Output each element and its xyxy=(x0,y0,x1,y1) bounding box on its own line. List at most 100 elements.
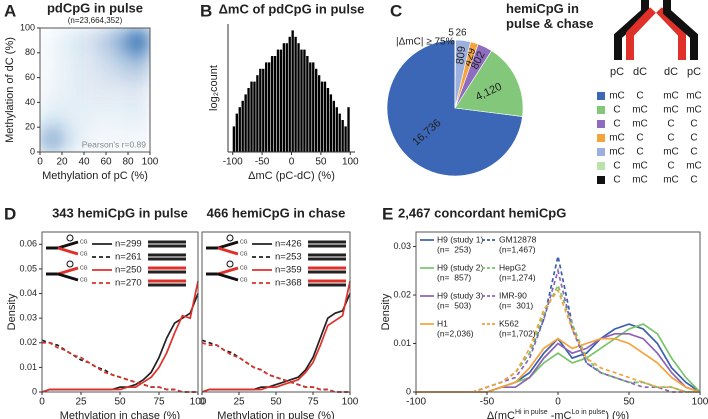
y-tick-label: 0.05 xyxy=(19,263,37,273)
histogram-bar xyxy=(256,75,259,152)
x-tick-label: 0 xyxy=(39,397,45,408)
legend-label: n=253 xyxy=(275,252,302,263)
x-tick-label: 20 xyxy=(56,157,68,168)
legend-n: (n= 301) xyxy=(499,300,533,310)
histogram-bar xyxy=(341,120,344,152)
histogram-bar xyxy=(288,36,291,152)
histogram-bar xyxy=(317,75,321,152)
legend-label: mC xyxy=(686,105,702,116)
legend-label: mC xyxy=(609,91,625,102)
y-tick-label: 0.01 xyxy=(19,362,37,372)
histogram-bar xyxy=(315,68,318,152)
chart-title: 2,467 concordant hemiCpG xyxy=(398,205,566,220)
x-tick-label: 50 xyxy=(114,397,126,408)
histogram-bar xyxy=(320,81,324,152)
strand-label: dC xyxy=(633,66,647,78)
heatmap-cell xyxy=(62,127,85,152)
legend-label: GM12878 xyxy=(499,234,537,244)
heatmap-cells xyxy=(40,28,150,152)
line-series xyxy=(416,288,700,393)
legend-label: mC xyxy=(609,147,625,158)
x-tick-label: 25 xyxy=(75,397,87,408)
legend-label: C xyxy=(667,133,674,144)
histogram-bar xyxy=(270,56,274,152)
legend-label: n=426 xyxy=(275,239,302,250)
x-tick-label: 80 xyxy=(122,157,134,168)
x-tick-label: -50 xyxy=(255,157,270,168)
heatmap-cell xyxy=(128,28,150,54)
y-axis-label: Density xyxy=(380,293,392,330)
legend-label: mC xyxy=(663,175,679,186)
panel-letter: B xyxy=(200,1,212,20)
histogram-bar xyxy=(276,49,280,152)
x-axis-label-part: -mC xyxy=(548,410,572,419)
histogram-bar xyxy=(241,100,244,152)
legend-label: C xyxy=(690,147,697,158)
histogram-bar xyxy=(259,68,262,152)
inset-label: CG xyxy=(80,251,88,257)
legend-label: mC xyxy=(632,175,648,186)
inset-arm xyxy=(217,266,239,276)
heatmap-cell xyxy=(128,102,150,128)
legend-label: K562 xyxy=(499,318,519,328)
legend-n: (n= 857) xyxy=(437,272,471,282)
histogram-bar xyxy=(306,56,309,152)
inset-site xyxy=(66,260,74,268)
legend-label: mC xyxy=(632,105,648,116)
histogram-bar xyxy=(262,68,265,152)
histogram-bar xyxy=(247,88,250,152)
inset-site xyxy=(226,260,234,268)
legend-label: C xyxy=(690,119,697,130)
heatmap-cell xyxy=(84,127,107,152)
heatmap-cell xyxy=(62,52,85,79)
strand-label: pC xyxy=(610,66,624,78)
x-tick-label: 40 xyxy=(78,157,90,168)
legend-label: mC xyxy=(663,147,679,158)
histogram-bar xyxy=(291,30,294,152)
legend-n: (n=1,702) xyxy=(499,328,536,338)
heatmap-cell xyxy=(106,77,129,103)
inset-arm xyxy=(217,272,239,282)
heatmap-cell xyxy=(106,102,129,128)
heatmap-cell xyxy=(62,77,85,103)
histogram-bar xyxy=(329,94,333,152)
x-tick-label: 0 xyxy=(37,157,43,168)
line-series xyxy=(42,341,198,393)
legend-label: C xyxy=(636,133,643,144)
y-tick-label: 100 xyxy=(20,22,35,32)
histogram-bar xyxy=(335,107,338,152)
line-series xyxy=(416,337,701,393)
legend-label: n=250 xyxy=(115,265,142,276)
inset-arm xyxy=(57,266,79,276)
x-axis-label-part: Δ(mC xyxy=(487,410,515,419)
histogram-bar xyxy=(285,43,288,153)
x-tick-label: 75 xyxy=(307,397,319,408)
legend-label: mC xyxy=(632,161,648,172)
x-axis-label: Methylation in chase (%) xyxy=(60,410,180,419)
inset-label: CG xyxy=(240,265,248,271)
y-tick-label: 80 xyxy=(25,47,35,57)
histogram-bar xyxy=(282,43,286,153)
chart-title: 343 hemiCpG in pulse xyxy=(52,205,188,220)
inset-label: CG xyxy=(80,239,88,245)
line-series xyxy=(416,267,700,393)
x-axis-label-part: ) (%) xyxy=(605,410,629,419)
y-tick-label: 0 xyxy=(30,146,35,156)
line-series xyxy=(201,281,351,393)
x-axis-label: Δ(mCHi in pulse -mCLo in pulse) (%) xyxy=(487,409,629,419)
x-tick-label: 100 xyxy=(692,397,708,408)
inset-label: CG xyxy=(80,277,88,283)
heatmap-cell xyxy=(128,127,150,152)
histogram-bar xyxy=(238,107,241,152)
heatmap-cell xyxy=(84,52,107,79)
x-axis-label: Methylation in pulse (%) xyxy=(217,410,334,419)
legend-label: H9 (study 1) xyxy=(437,234,483,244)
heatmap-cell xyxy=(128,52,150,79)
legend-label: IMR-90 xyxy=(499,290,527,300)
fork-diagram xyxy=(614,0,698,60)
x-tick-label: 25 xyxy=(233,397,245,408)
x-tick-label: 0 xyxy=(555,397,561,408)
x-tick-label: 100 xyxy=(342,397,359,408)
x-tick-label: 100 xyxy=(142,157,159,168)
